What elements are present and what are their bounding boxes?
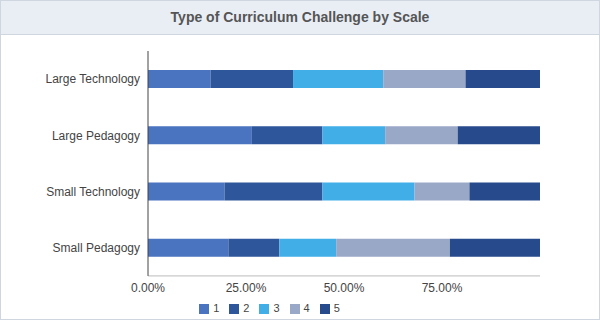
- html-text:Type of Curriculum Challenge b: Type of Curriculum Challenge by Scale: [170, 9, 430, 25]
- html-text:1: 1: [213, 301, 220, 314]
- svg-text:Small Technology: Small Technology: [46, 185, 140, 199]
- svg-text:25.00%: 25.00%: [226, 281, 267, 295]
- svg-text:50.00%: 50.00%: [324, 281, 365, 295]
- html-text:3: 3: [273, 301, 280, 314]
- svg-text:Large Technology: Large Technology: [45, 72, 140, 86]
- html-text:2: 2: [243, 301, 250, 314]
- svg-text:75.00%: 75.00%: [422, 281, 463, 295]
- html-text:5: 5: [333, 301, 340, 314]
- svg-text:0.00%: 0.00%: [131, 281, 165, 295]
- svg-text:Small Pedagogy: Small Pedagogy: [53, 241, 140, 255]
- html-text:4: 4: [303, 301, 310, 314]
- svg-text:Large Pedagogy: Large Pedagogy: [52, 129, 140, 143]
